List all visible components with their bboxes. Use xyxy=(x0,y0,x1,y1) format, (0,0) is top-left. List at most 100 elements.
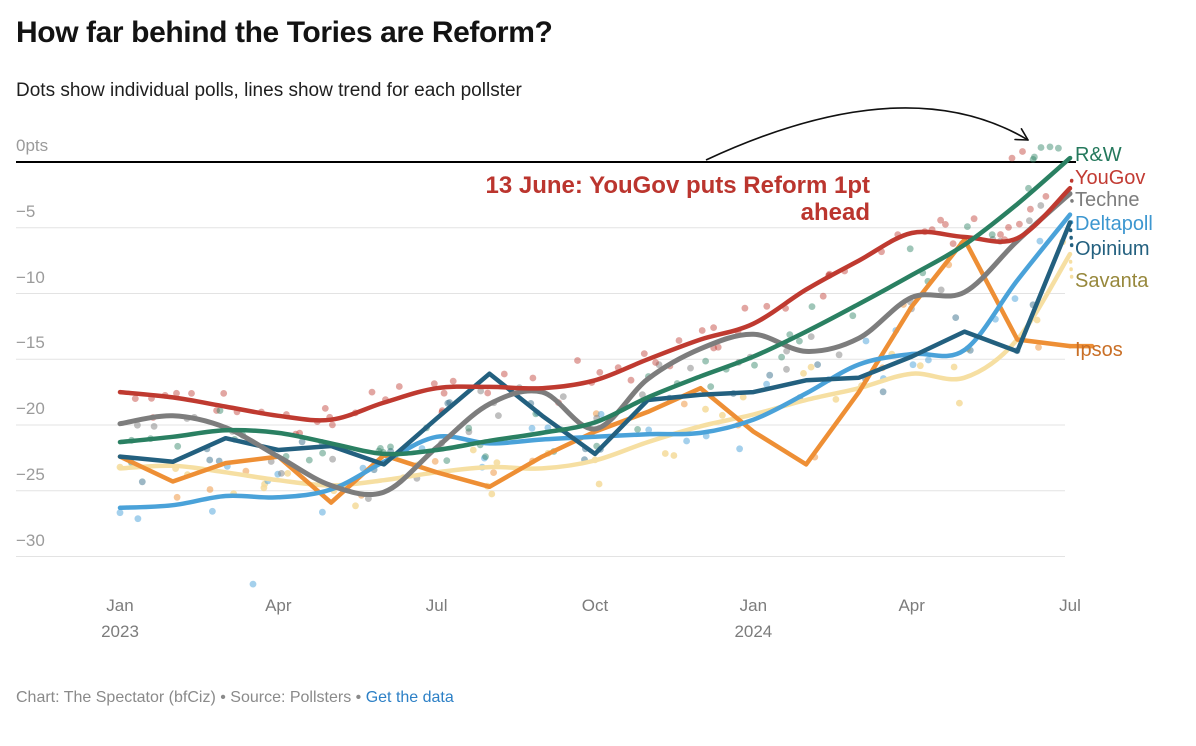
page-title: How far behind the Tories are Reform? xyxy=(16,16,553,49)
legend-label-ipsos: Ipsos xyxy=(1075,339,1123,361)
poll-dot xyxy=(783,347,790,355)
trend-line-yougov xyxy=(117,186,1073,423)
poll-dot xyxy=(138,478,146,486)
x-tick-Apr-3: Apr xyxy=(265,596,292,615)
poll-dot xyxy=(832,396,840,403)
poll-dot xyxy=(670,452,678,459)
poll-dot xyxy=(763,302,771,310)
poll-dot xyxy=(431,458,439,465)
y-tick-0pts: 0pts xyxy=(16,136,49,155)
poll-dot xyxy=(661,450,669,457)
x-tick-Jul-18: Jul xyxy=(1059,596,1081,615)
poll-dot xyxy=(1031,153,1038,161)
poll-dot xyxy=(763,380,770,388)
legend-label-savanta: Savanta xyxy=(1075,270,1149,292)
poll-dot xyxy=(783,365,790,373)
poll-dot xyxy=(209,507,216,515)
poll-dot-highlight-rw xyxy=(1037,144,1045,151)
legend-label-opinium: Opinium xyxy=(1075,238,1150,260)
poll-dot xyxy=(814,361,821,368)
poll-dot xyxy=(1005,224,1012,231)
poll-dot xyxy=(150,423,158,430)
poll-dot xyxy=(964,223,971,231)
poll-dot xyxy=(645,426,653,434)
poll-dot xyxy=(683,437,690,445)
poll-dot xyxy=(1016,220,1023,228)
x-tick-year-2023: 2023 xyxy=(101,622,139,641)
poll-dot xyxy=(319,449,326,457)
poll-dot xyxy=(213,407,221,414)
poll-dot xyxy=(352,502,359,510)
poll-dot xyxy=(906,245,914,253)
get-the-data-link[interactable]: Get the data xyxy=(365,689,454,706)
y-tick-minus-30: −30 xyxy=(16,530,45,550)
legend-connector-opinium xyxy=(1068,220,1074,252)
poll-dot-highlight-yougov xyxy=(1019,148,1026,155)
poll-dot xyxy=(835,351,843,359)
poll-dot xyxy=(909,361,917,369)
poll-dot xyxy=(675,337,683,344)
poll-dot xyxy=(719,411,726,419)
poll-dot xyxy=(819,292,827,300)
poll-dot xyxy=(597,410,605,418)
poll-dot xyxy=(698,327,706,334)
poll-dot xyxy=(495,412,502,419)
poll-dot xyxy=(188,390,195,397)
poll-dot xyxy=(988,231,996,239)
trend-line-opinium xyxy=(117,220,1073,467)
poll-dot xyxy=(298,438,306,446)
poll-dot xyxy=(970,215,978,223)
poll-dot xyxy=(220,390,228,397)
poll-dot xyxy=(925,356,932,364)
poll-dot xyxy=(655,361,663,369)
poll-dot xyxy=(574,357,581,364)
poll-dot xyxy=(862,337,870,345)
poll-dot xyxy=(329,455,336,463)
poll-dot xyxy=(807,363,815,371)
poll-dot xyxy=(639,391,646,399)
poll-dot xyxy=(741,304,749,312)
legend-label-yougov: YouGov xyxy=(1075,167,1146,189)
poll-dot xyxy=(766,371,774,379)
y-tick-minus-5: −5 xyxy=(16,201,36,221)
y-tick-minus-10: −10 xyxy=(16,267,45,287)
x-tick-year-2024: 2024 xyxy=(734,622,773,641)
poll-dot xyxy=(528,424,536,432)
trend-line-deltapoll xyxy=(117,212,1073,511)
x-tick-Jul-6: Jul xyxy=(425,596,448,615)
poll-dot xyxy=(1026,217,1033,225)
poll-dot xyxy=(329,421,336,429)
poll-dot xyxy=(1027,205,1034,213)
poll-dot xyxy=(278,470,285,477)
poll-dot xyxy=(950,363,958,371)
y-tick-minus-25: −25 xyxy=(16,464,45,484)
poll-dot xyxy=(1036,237,1044,245)
poll-dot xyxy=(1035,343,1042,351)
poll-dot xyxy=(937,286,945,294)
poll-dot xyxy=(687,364,694,372)
poll-dot xyxy=(131,395,139,402)
poll-dot xyxy=(321,405,329,412)
legend-connector-yougov xyxy=(1068,177,1074,191)
annotation-line1: 13 June: YouGov puts Reform 1pt xyxy=(485,172,870,199)
poll-dot xyxy=(206,486,214,493)
poll-dot xyxy=(634,426,641,433)
poll-dot xyxy=(956,399,963,407)
x-tick-Jan-2024: Jan xyxy=(739,596,768,615)
annotation-line2: ahead xyxy=(800,199,870,226)
poll-dot-highlight-rw xyxy=(1046,143,1054,151)
poll-dot-highlight-deltapoll xyxy=(249,580,257,588)
trend-line-techne xyxy=(117,191,1073,498)
poll-dot xyxy=(1025,184,1032,192)
y-tick-minus-20: −20 xyxy=(16,399,45,418)
poll-dot xyxy=(216,407,224,414)
poll-dot xyxy=(469,446,477,454)
legend-connector-techne xyxy=(1068,191,1074,203)
x-tick-Oct-9: Oct xyxy=(581,596,609,615)
legend-connector-rw xyxy=(1068,154,1074,160)
poll-dot xyxy=(134,421,141,429)
poll-dot xyxy=(796,337,803,345)
poll-dot xyxy=(465,424,473,432)
poll-dot xyxy=(449,377,457,385)
chart-subtitle: Dots show individual polls, lines show t… xyxy=(16,80,522,101)
